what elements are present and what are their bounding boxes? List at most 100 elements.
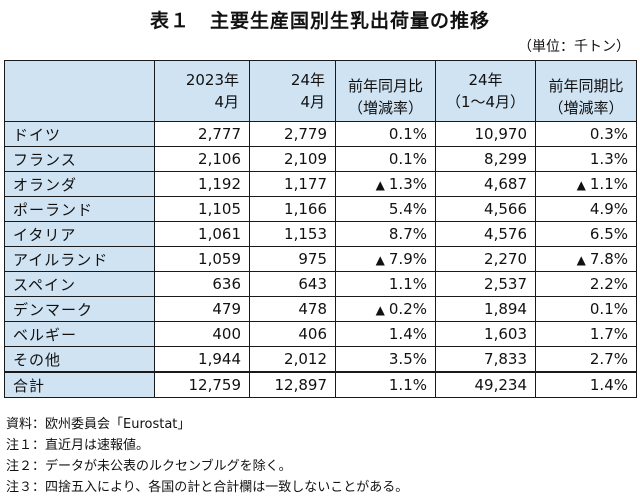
value-jan-apr: 4,687 (435, 171, 536, 197)
country-name: ポーランド (4, 196, 155, 222)
yoy-period-value: 1.1% (589, 175, 628, 193)
header-country-cell (4, 60, 155, 122)
yoy-month-value: 1.3% (388, 175, 427, 193)
table-row: ドイツ 2,777 2,779 0.1% 10,970 0.3% (4, 121, 637, 147)
header-jan-apr-line2: （1～4月） (445, 93, 526, 111)
total-yoy-period: 1.4% (535, 371, 637, 398)
yoy-period: ▲ 7.8% (535, 246, 637, 272)
header-2024-april: 24年 4月 (249, 60, 336, 122)
country-name: スペイン (4, 271, 155, 297)
value-2024-april: 406 (249, 321, 336, 347)
note-3: 注３：四捨五入により、各国の計と合計欄は一致しないことがある。 (6, 480, 409, 495)
yoy-period: 1.3% (535, 146, 637, 172)
value-2024-april: 2,012 (249, 346, 336, 373)
header-yoy-month: 前年同月比 （増減率） (335, 60, 436, 122)
value-jan-apr: 7,833 (435, 346, 536, 373)
total-label: 合計 (4, 371, 155, 398)
yoy-period-value: 7.8% (589, 250, 628, 268)
yoy-month-value: 7.9% (388, 250, 427, 268)
value-2023-april: 1,061 (154, 221, 250, 247)
country-name: ドイツ (4, 121, 155, 147)
country-name: オランダ (4, 171, 155, 197)
yoy-month: ▲ 7.9% (335, 246, 436, 272)
total-yoy-month: 1.1% (335, 371, 436, 398)
value-2023-april: 2,777 (154, 121, 250, 147)
value-2024-april: 1,177 (249, 171, 336, 197)
unit-label: （単位：千トン） (518, 39, 630, 55)
header-yoy-period-line1: 前年同期比 (548, 77, 624, 95)
value-2024-april: 1,153 (249, 221, 336, 247)
header-yoy-month-line2: （増減率） (347, 99, 423, 117)
total-jan-apr: 49,234 (435, 371, 536, 398)
value-2023-april: 1,192 (154, 171, 250, 197)
header-2024-jan-apr: 24年 （1～4月） (435, 60, 536, 122)
yoy-period: 6.5% (535, 221, 637, 247)
note-source: 資料：欧州委員会「Eurostat」 (6, 417, 191, 432)
value-jan-apr: 10,970 (435, 121, 536, 147)
yoy-period: ▲ 1.1% (535, 171, 637, 197)
decrease-marker: ▲ (576, 253, 586, 267)
milk-shipments-table: 2023年 4月 24年 4月 前年同月比 （増減率） (4, 60, 637, 398)
table-row: その他 1,944 2,012 3.5% 7,833 2.7% (4, 346, 637, 373)
notes: 資料：欧州委員会「Eurostat」 注１：直近月は速報値。 注２：データが未公… (6, 414, 408, 498)
value-2023-april: 2,106 (154, 146, 250, 172)
table-header-row: 2023年 4月 24年 4月 前年同月比 （増減率） (4, 60, 637, 122)
decrease-marker: ▲ (576, 178, 586, 192)
header-2023-april: 2023年 4月 (154, 60, 250, 122)
value-2023-april: 400 (154, 321, 250, 347)
note-2: 注２：データが未公表のルクセンブルグを除く。 (6, 459, 292, 474)
header-2023-line2: 4月 (214, 93, 239, 111)
value-jan-apr: 2,537 (435, 271, 536, 297)
header-yoy-period: 前年同期比 （増減率） (535, 60, 637, 122)
decrease-marker: ▲ (375, 178, 385, 192)
yoy-month: 5.4% (335, 196, 436, 222)
value-2024-april: 643 (249, 271, 336, 297)
yoy-month: ▲ 1.3% (335, 171, 436, 197)
total-2023-april: 12,759 (154, 371, 250, 398)
yoy-month: 8.7% (335, 221, 436, 247)
value-jan-apr: 4,576 (435, 221, 536, 247)
decrease-marker: ▲ (375, 303, 385, 317)
total-row: 合計 12,759 12,897 1.1% 49,234 1.4% (4, 371, 637, 398)
value-2024-april: 2,779 (249, 121, 336, 147)
table-body: ドイツ 2,777 2,779 0.1% 10,970 0.3% フランス 2,106 2,10… (4, 121, 637, 398)
yoy-period: 0.3% (535, 121, 637, 147)
yoy-period: 2.7% (535, 346, 637, 373)
table-row: デンマーク 479 478 ▲ 0.2% 1,894 0.1% (4, 296, 637, 322)
table-title: 表１ 主要生産国別生乳出荷量の推移 (149, 10, 490, 32)
country-name: イタリア (4, 221, 155, 247)
country-name: ベルギー (4, 321, 155, 347)
table-row: アイルランド 1,059 975 ▲ 7.9% 2,270 ▲ 7.8% (4, 246, 637, 272)
value-jan-apr: 1,603 (435, 321, 536, 347)
value-2023-april: 1,059 (154, 246, 250, 272)
yoy-month: 0.1% (335, 121, 436, 147)
value-2024-april: 478 (249, 296, 336, 322)
value-jan-apr: 8,299 (435, 146, 536, 172)
country-name: アイルランド (4, 246, 155, 272)
yoy-month-value: 0.2% (388, 300, 427, 318)
decrease-marker: ▲ (375, 253, 385, 267)
yoy-month: 0.1% (335, 146, 436, 172)
yoy-month: 1.4% (335, 321, 436, 347)
table-row: ポーランド 1,105 1,166 5.4% 4,566 4.9% (4, 196, 637, 222)
yoy-period: 4.9% (535, 196, 637, 222)
header-yoy-month-line1: 前年同月比 (347, 77, 423, 95)
value-2024-april: 2,109 (249, 146, 336, 172)
value-jan-apr: 4,566 (435, 196, 536, 222)
yoy-period: 1.7% (535, 321, 637, 347)
value-2023-april: 479 (154, 296, 250, 322)
value-jan-apr: 1,894 (435, 296, 536, 322)
header-2024-line1: 24年 (290, 71, 325, 89)
header-jan-apr-line1: 24年 (468, 71, 503, 89)
table-row: スペイン 636 643 1.1% 2,537 2.2% (4, 271, 637, 297)
country-name: デンマーク (4, 296, 155, 322)
total-2024-april: 12,897 (249, 371, 336, 398)
yoy-period: 2.2% (535, 271, 637, 297)
value-2023-april: 1,944 (154, 346, 250, 373)
yoy-month: 3.5% (335, 346, 436, 373)
country-name: フランス (4, 146, 155, 172)
value-2023-april: 636 (154, 271, 250, 297)
yoy-month: 1.1% (335, 271, 436, 297)
note-1: 注１：直近月は速報値。 (6, 438, 150, 453)
value-jan-apr: 2,270 (435, 246, 536, 272)
